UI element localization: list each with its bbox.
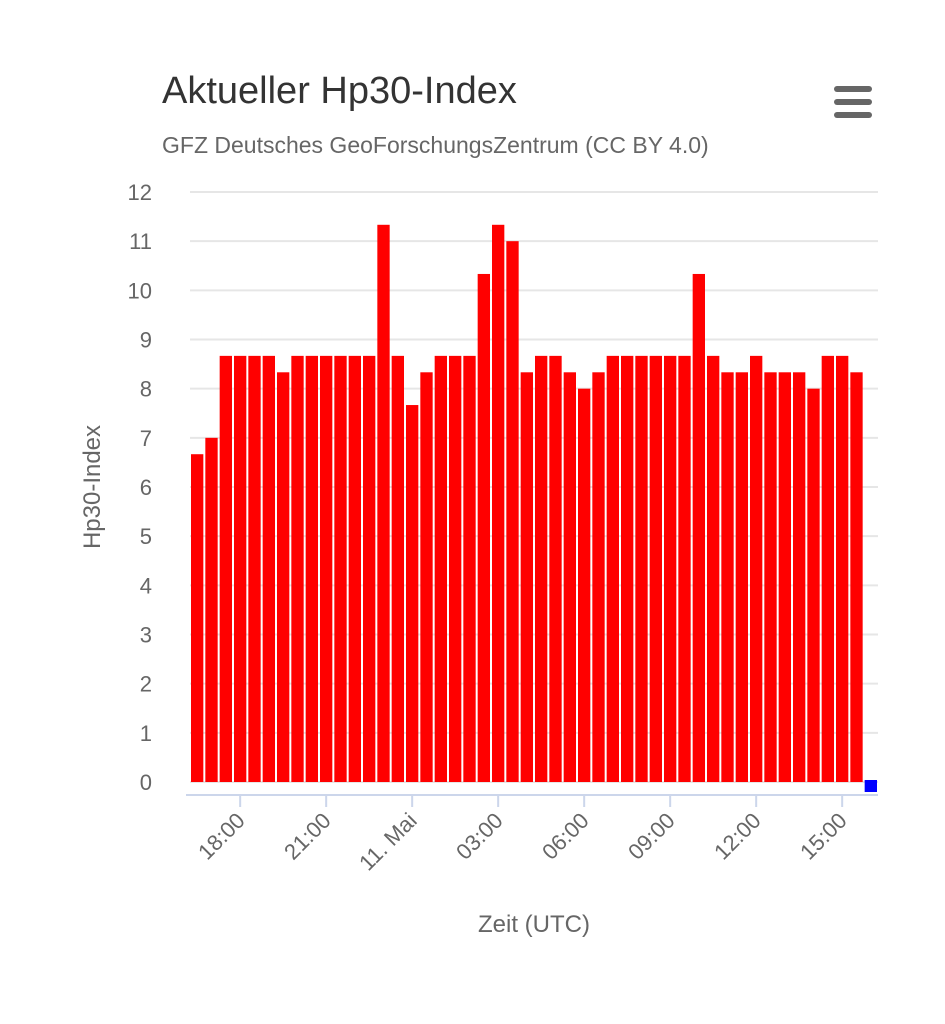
- bar: [191, 454, 204, 782]
- x-tick-label: 06:00: [537, 808, 594, 865]
- bar: [277, 372, 290, 782]
- y-tick-label: 2: [140, 672, 152, 697]
- bar: [262, 355, 275, 782]
- bar: [621, 355, 634, 782]
- bar: [420, 372, 433, 782]
- y-tick-label: 4: [140, 573, 152, 598]
- bar: [219, 355, 232, 782]
- x-tick-label: 03:00: [451, 808, 508, 865]
- x-tick-label: 21:00: [279, 808, 336, 865]
- y-tick-label: 5: [140, 524, 152, 549]
- bar: [778, 372, 791, 782]
- bar: [735, 372, 748, 782]
- y-tick-label: 0: [140, 770, 152, 795]
- bar: [348, 355, 361, 782]
- bar: [549, 355, 562, 782]
- bar: [721, 372, 734, 782]
- bar: [520, 372, 533, 782]
- bar: [836, 355, 849, 782]
- y-tick-label: 12: [128, 180, 152, 205]
- chart-title: Aktueller Hp30-Index: [162, 70, 517, 112]
- x-tick-label: 15:00: [795, 808, 852, 865]
- bar: [807, 388, 820, 782]
- bar: [678, 355, 691, 782]
- bar: [750, 355, 763, 782]
- bar: [850, 372, 863, 782]
- y-tick-label: 7: [140, 426, 152, 451]
- x-tick-label: 09:00: [623, 808, 680, 865]
- bar: [649, 355, 662, 782]
- bar: [764, 372, 777, 782]
- bar: [592, 372, 605, 782]
- bar: [535, 355, 548, 782]
- bar: [291, 355, 304, 782]
- bar: [463, 355, 476, 782]
- chart-subtitle: GFZ Deutsches GeoForschungsZentrum (CC B…: [162, 132, 709, 158]
- bar: [320, 355, 333, 782]
- bar: [578, 388, 591, 782]
- x-tick-label: 12:00: [709, 808, 766, 865]
- menu-line: [834, 112, 872, 118]
- y-tick-label: 10: [128, 278, 152, 303]
- x-axis-title: Zeit (UTC): [478, 911, 590, 938]
- x-tick-label: 18:00: [193, 808, 250, 865]
- bar: [391, 355, 404, 782]
- bar: [234, 355, 247, 782]
- y-tick-label: 3: [140, 623, 152, 648]
- bar: [449, 355, 462, 782]
- bar: [363, 355, 376, 782]
- bar: [248, 355, 261, 782]
- bar: [205, 437, 218, 782]
- bar: [434, 355, 447, 782]
- bar-current: [864, 780, 877, 792]
- bar: [707, 355, 720, 782]
- bar: [692, 273, 705, 782]
- bar: [334, 355, 347, 782]
- bar: [635, 355, 648, 782]
- y-tick-label: 9: [140, 328, 152, 353]
- y-tick-label: 6: [140, 475, 152, 500]
- bar: [477, 273, 490, 782]
- bar: [793, 372, 806, 782]
- y-tick-label: 1: [140, 721, 152, 746]
- bar: [305, 355, 318, 782]
- bar: [377, 224, 390, 782]
- bar: [821, 355, 834, 782]
- bar: [606, 355, 619, 782]
- menu-line: [834, 99, 872, 105]
- bar: [664, 355, 677, 782]
- hamburger-menu-icon[interactable]: [826, 80, 878, 124]
- menu-line: [834, 86, 872, 92]
- bar: [406, 405, 419, 782]
- bar: [506, 241, 519, 782]
- bar: [492, 224, 505, 782]
- x-tick-label: 11. Mai: [354, 808, 422, 876]
- y-tick-label: 11: [129, 229, 152, 254]
- y-axis-title: Hp30-Index: [79, 425, 106, 549]
- y-tick-label: 8: [140, 377, 152, 402]
- bar: [563, 372, 576, 782]
